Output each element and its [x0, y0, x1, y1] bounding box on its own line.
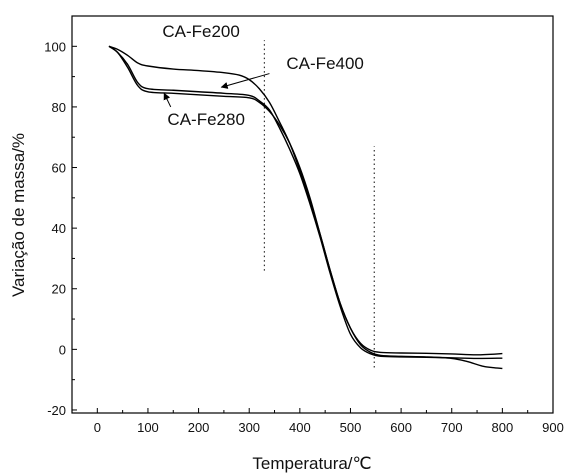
- y-tick-label: 100: [44, 39, 66, 54]
- x-tick-label: 200: [188, 420, 210, 435]
- y-tick-label: 80: [52, 100, 66, 115]
- annotation-layer: CA-Fe200 CA-Fe400 CA-Fe280: [162, 22, 364, 129]
- y-tick-label: 40: [52, 221, 66, 236]
- y-axis-title: Variação de massa/%: [9, 133, 28, 297]
- x-tick-label: 100: [137, 420, 159, 435]
- annotation-arrow: [220, 73, 270, 89]
- annotation-ca-fe280: CA-Fe280: [167, 110, 244, 129]
- reference-lines: [263, 40, 375, 368]
- y-axis-ticks: -20 0 20 40 60 80 100: [44, 39, 77, 418]
- annotation-ca-fe200: CA-Fe200: [162, 22, 239, 41]
- y-tick-label: -20: [47, 403, 66, 418]
- series-line-ca-fe400: [108, 45, 503, 360]
- y-tick-label: 20: [52, 282, 66, 297]
- series-line-ca-fe280: [108, 45, 503, 370]
- x-tick-label: 500: [340, 420, 362, 435]
- y-tick-label: 60: [52, 161, 66, 176]
- x-tick-label: 400: [289, 420, 311, 435]
- x-tick-label: 0: [94, 420, 101, 435]
- x-tick-label: 600: [390, 420, 412, 435]
- annotation-ca-fe400: CA-Fe400: [286, 54, 363, 73]
- y-tick-label: 0: [59, 342, 66, 357]
- x-tick-label: 900: [542, 420, 564, 435]
- x-tick-label: 700: [441, 420, 463, 435]
- annotation-arrow: [163, 92, 172, 108]
- x-axis-ticks: 0 100 200 300 400 500 600 700 800 900: [71, 408, 564, 435]
- x-tick-label: 300: [238, 420, 260, 435]
- plot-frame: [71, 15, 554, 414]
- series-layer: [108, 45, 503, 370]
- x-tick-label: 800: [492, 420, 514, 435]
- x-axis-title: Temperatura/℃: [252, 454, 371, 473]
